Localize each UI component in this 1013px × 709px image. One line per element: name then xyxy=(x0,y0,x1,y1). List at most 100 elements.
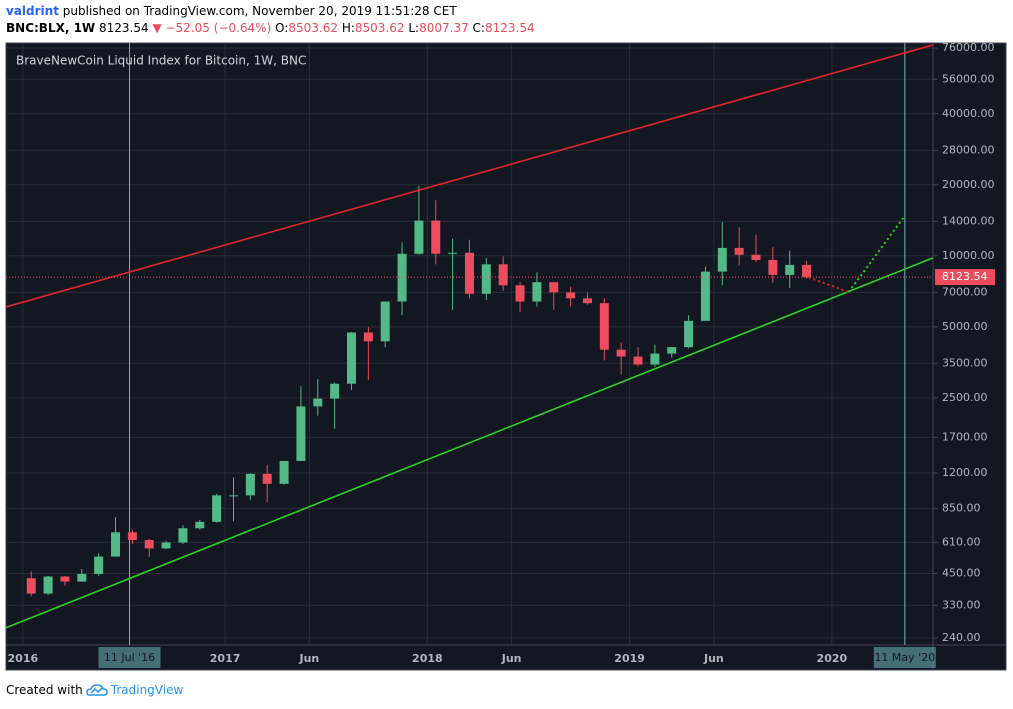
candle-body xyxy=(751,254,761,260)
candle-body xyxy=(363,332,373,342)
y-tick-label: 1200.00 xyxy=(942,466,988,479)
marker-label-box xyxy=(98,647,161,668)
candle-body xyxy=(650,353,660,365)
candle-body xyxy=(144,540,154,549)
y-tick-label: 20000.00 xyxy=(942,178,995,191)
y-tick-label: 5000.00 xyxy=(942,320,988,333)
candle-body xyxy=(582,298,592,304)
chart-background xyxy=(5,42,1007,671)
candle-body xyxy=(700,271,710,321)
footer: Created with TradingView xyxy=(6,683,183,697)
candle-body xyxy=(768,259,778,275)
author[interactable]: valdrint xyxy=(6,4,59,18)
x-tick-label: Jun xyxy=(501,652,522,665)
candle-body xyxy=(262,473,272,484)
candle-body xyxy=(279,460,289,484)
candle-body xyxy=(532,282,542,302)
candle-body xyxy=(717,247,727,272)
y-tick-label: 7000.00 xyxy=(942,285,988,298)
marker-label-box xyxy=(873,647,936,668)
candle-body xyxy=(346,332,356,384)
y-tick-label: 76000.00 xyxy=(942,41,995,54)
ohlc-value: 8503.62 xyxy=(354,21,405,35)
candle-body xyxy=(448,252,458,254)
y-tick-label: 2500.00 xyxy=(942,391,988,404)
candle-body xyxy=(60,576,70,582)
y-tick-label: 10000.00 xyxy=(942,249,995,262)
chart-title: BraveNewCoin Liquid Index for Bitcoin, 1… xyxy=(16,54,306,68)
change: ▼ −52.05 (−0.64%) xyxy=(152,21,272,35)
candle-body xyxy=(111,532,121,557)
candle-body xyxy=(229,495,239,497)
y-tick-label: 610.00 xyxy=(942,535,981,548)
x-tick-label: Jun xyxy=(703,652,724,665)
y-tick-label: 14000.00 xyxy=(942,214,995,227)
y-tick-label: 1700.00 xyxy=(942,430,988,443)
candle-body xyxy=(296,406,306,461)
candle-body xyxy=(616,349,626,357)
x-tick-label: 2016 xyxy=(8,652,39,665)
y-tick-label: 28000.00 xyxy=(942,143,995,156)
candle-body xyxy=(566,292,576,299)
ohlc: O:8503.62 H:8503.62 L:8007.37 C:8123.54 xyxy=(275,21,535,35)
x-tick-label: Jun xyxy=(298,652,319,665)
x-tick-label: 2019 xyxy=(614,652,645,665)
x-tick-label: 2017 xyxy=(210,652,241,665)
candle-body xyxy=(464,252,474,294)
y-tick-label: 40000.00 xyxy=(942,107,995,120)
logo xyxy=(86,684,108,696)
candle-body xyxy=(802,264,812,278)
ohlc-value: 8503.62 xyxy=(288,21,338,35)
candle-body xyxy=(77,573,87,582)
ohlc-label: O: xyxy=(275,21,289,35)
trend-line xyxy=(5,44,934,308)
last-price-label: 8123.54 xyxy=(942,270,988,283)
candle-body xyxy=(245,473,255,496)
ohlc-label: C: xyxy=(472,21,485,35)
candle-body xyxy=(414,220,424,254)
published: published on TradingView.com, November 2… xyxy=(62,4,457,18)
candle-body xyxy=(212,495,222,522)
marker-label: 11 Jul '16 xyxy=(104,651,155,664)
candle-body xyxy=(26,578,36,594)
last-price-box xyxy=(935,269,995,286)
candle-body xyxy=(684,320,694,348)
brand[interactable]: TradingView xyxy=(110,683,184,697)
candle-body xyxy=(161,542,171,549)
candle-body xyxy=(498,264,508,286)
ohlc-value: 8123.54 xyxy=(484,21,535,35)
symbol: BNC:BLX, 1W xyxy=(6,21,96,35)
x-tick-label: 2018 xyxy=(412,652,443,665)
y-tick-label: 240.00 xyxy=(942,631,981,644)
header-line: valdrint published on TradingView.com, N… xyxy=(6,4,457,18)
candle-body xyxy=(633,356,643,365)
y-tick-label: 56000.00 xyxy=(942,72,995,85)
candle-body xyxy=(734,247,744,255)
trend-line xyxy=(847,217,904,293)
ohlc-label: L: xyxy=(408,21,420,35)
candle-body xyxy=(94,556,104,574)
trend-line xyxy=(808,276,850,293)
plot: 11 Jul '16 11 May '20 8123.54 xyxy=(5,43,995,668)
candle-body xyxy=(431,220,441,254)
candle-body xyxy=(313,398,323,407)
header-line: BNC:BLX, 1W 8123.54 ▼ −52.05 (−0.64%) O:… xyxy=(6,21,535,35)
ohlc-value: 8007.37 xyxy=(419,21,469,35)
candle-body xyxy=(667,347,677,354)
y-tick-label: 450.00 xyxy=(942,567,981,580)
candle-body xyxy=(599,303,609,350)
footer-text: Created with xyxy=(6,683,83,697)
candle-body xyxy=(43,576,53,594)
trend-line xyxy=(5,257,934,629)
candle-body xyxy=(380,301,390,342)
y-tick-label: 330.00 xyxy=(942,598,981,611)
candle-body xyxy=(397,253,407,302)
candle-body xyxy=(195,521,205,529)
x-tick-label: 2020 xyxy=(817,652,848,665)
price: 8123.54 xyxy=(99,21,149,35)
candle-body xyxy=(549,282,559,293)
candle-body xyxy=(178,528,188,543)
marker-label: 11 May '20 xyxy=(874,651,935,664)
